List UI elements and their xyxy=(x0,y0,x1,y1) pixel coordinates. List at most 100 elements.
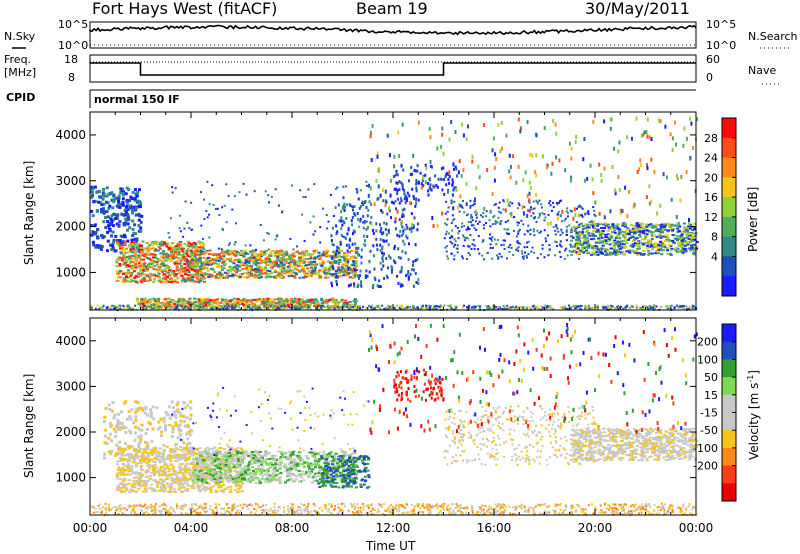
power-cell xyxy=(555,233,557,235)
power-cell xyxy=(494,239,496,241)
power-cell xyxy=(399,235,401,238)
power-cell xyxy=(467,124,469,128)
power-cell xyxy=(379,223,381,226)
power-cell xyxy=(466,137,468,141)
power-cell xyxy=(483,227,485,229)
power-cell xyxy=(527,194,529,198)
power-cell xyxy=(660,226,663,228)
power-cell xyxy=(506,134,508,138)
power-cell xyxy=(564,168,566,172)
power-cell xyxy=(595,251,598,253)
power-cell xyxy=(559,244,561,246)
power-cell xyxy=(469,254,471,256)
power-cell xyxy=(682,238,685,240)
power-cell xyxy=(546,165,548,169)
power-cell xyxy=(396,275,398,278)
power-cell xyxy=(325,272,328,274)
power-cell xyxy=(485,215,487,217)
power-cell xyxy=(372,284,374,287)
power-cell xyxy=(399,218,401,221)
power-cell xyxy=(470,214,472,218)
power-cell xyxy=(506,305,508,307)
power-cell xyxy=(169,307,171,309)
power-cell xyxy=(424,174,426,177)
power-cell xyxy=(354,262,357,264)
power-cell xyxy=(463,245,465,247)
power-cell xyxy=(660,306,662,308)
power-cell xyxy=(358,277,360,280)
power-cell xyxy=(458,230,460,232)
nsky-series xyxy=(90,26,696,35)
power-cell xyxy=(633,251,636,253)
power-cell xyxy=(666,306,668,308)
power-cell xyxy=(396,170,398,173)
power-cell xyxy=(440,145,442,149)
power-cell xyxy=(560,200,562,202)
power-cell xyxy=(95,191,98,194)
power-cell xyxy=(526,246,528,248)
power-cell xyxy=(119,276,122,278)
power-cell xyxy=(599,212,601,216)
power-cell xyxy=(670,249,673,251)
power-cell xyxy=(284,252,287,254)
power-cell xyxy=(646,245,649,247)
power-cell xyxy=(363,227,365,230)
power-cell xyxy=(139,245,142,247)
power-cell xyxy=(266,301,269,303)
power-cell xyxy=(446,255,448,257)
power-cell xyxy=(630,224,633,226)
power-cell xyxy=(139,280,142,282)
power-cell xyxy=(579,231,582,233)
power-cell xyxy=(118,306,120,308)
power-cell xyxy=(402,183,404,186)
power-cell xyxy=(333,244,335,246)
power-cell xyxy=(592,120,594,124)
power-cell xyxy=(385,257,387,260)
power-cell xyxy=(162,252,165,254)
power-cell xyxy=(352,306,354,308)
power-cell xyxy=(203,261,206,263)
power-cell xyxy=(370,250,372,253)
power-cell xyxy=(466,202,468,206)
power-cell xyxy=(617,305,619,307)
power-cell xyxy=(344,206,346,209)
power-cell xyxy=(451,242,453,244)
power-cell xyxy=(209,299,212,301)
power-cell xyxy=(411,212,413,215)
power-cell xyxy=(139,227,142,230)
power-cell xyxy=(609,254,612,256)
power-cell xyxy=(638,228,641,230)
power-cell xyxy=(98,246,101,249)
power-cell xyxy=(258,298,261,300)
power-cell xyxy=(607,230,610,232)
power-cell xyxy=(517,247,519,249)
power-cell xyxy=(123,258,126,260)
power-cell xyxy=(196,250,199,252)
power-cell xyxy=(194,301,197,303)
power-cell xyxy=(461,206,463,208)
power-cell xyxy=(637,225,640,227)
power-cell xyxy=(642,306,644,308)
power-cell xyxy=(274,270,277,272)
power-cell xyxy=(457,251,459,253)
power-cell xyxy=(635,250,638,252)
power-cell xyxy=(403,189,405,192)
power-cell xyxy=(172,258,175,260)
power-cell xyxy=(310,299,313,301)
power-cell xyxy=(455,240,457,242)
power-cell xyxy=(424,308,426,310)
power-cell xyxy=(191,254,194,256)
power-cell xyxy=(451,184,453,187)
power-cell xyxy=(259,273,262,275)
power-cell xyxy=(254,274,257,276)
power-cell xyxy=(387,305,389,307)
power-cell xyxy=(186,262,189,264)
power-cell xyxy=(222,253,225,255)
power-cell xyxy=(405,251,407,254)
power-cell xyxy=(408,194,410,197)
power-cell xyxy=(207,276,210,278)
power-cell xyxy=(119,206,122,209)
power-cell xyxy=(519,129,521,133)
power-cell xyxy=(370,216,372,219)
power-cell xyxy=(642,244,645,246)
